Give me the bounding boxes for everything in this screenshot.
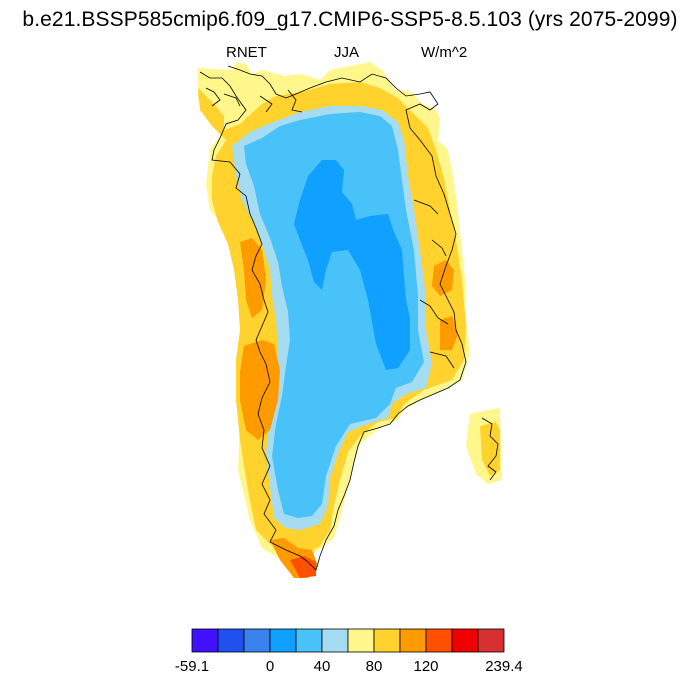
- colorbar-tick-label: 120: [413, 658, 438, 675]
- colorbar-tick-label: 0: [266, 658, 274, 675]
- colorbar-tick-label: -59.1: [175, 658, 209, 675]
- colorbar-box: [321, 628, 349, 653]
- coastline-fjords-east: [413, 199, 455, 369]
- field-cells: [198, 62, 470, 572]
- colorbar-box: [269, 628, 297, 653]
- season-label: JJA: [334, 44, 360, 61]
- colorbar-labels: -59.1 0 40 80 120 239.4: [175, 658, 523, 675]
- orange-patches: [240, 238, 458, 578]
- colorbar-tick-label: 239.4: [485, 658, 523, 675]
- colorbar-box: [347, 628, 375, 653]
- summit-dark-blue: [294, 160, 410, 370]
- coastline: [199, 65, 499, 571]
- interior-blue: [244, 112, 424, 518]
- colorbar-box: [217, 628, 245, 653]
- coastline-main: [199, 65, 467, 571]
- red-orange-patch-south: [290, 556, 316, 578]
- colorbar-box: [477, 628, 505, 653]
- colorbar-box: [399, 628, 427, 653]
- colorbar-boxes: [191, 628, 505, 653]
- coastline-fjords-north: [205, 87, 303, 113]
- colorbar-box: [425, 628, 453, 653]
- variable-label: RNET: [226, 44, 267, 61]
- colorbar-tick-label: 40: [314, 658, 331, 675]
- plot-title: b.e21.BSSP585cmip6.f09_g17.CMIP6-SSP5-8.…: [22, 8, 678, 31]
- orange-patch-east-lower: [440, 316, 458, 350]
- svalbard-fragment: [466, 408, 502, 484]
- island-yellow: [480, 422, 500, 476]
- orange-patch-west-upper: [240, 238, 266, 318]
- colorbar-tick-label: 80: [366, 658, 383, 675]
- units-label: W/m^2: [421, 44, 468, 61]
- orange-patch-east: [432, 260, 454, 296]
- colorbar-box: [451, 628, 479, 653]
- coastline-svalbard: [481, 417, 499, 481]
- orange-patch-west: [240, 340, 280, 440]
- colorbar-box: [191, 628, 219, 653]
- colorbar-box: [373, 628, 401, 653]
- colorbar-box: [295, 628, 323, 653]
- colorbar-box: [243, 628, 271, 653]
